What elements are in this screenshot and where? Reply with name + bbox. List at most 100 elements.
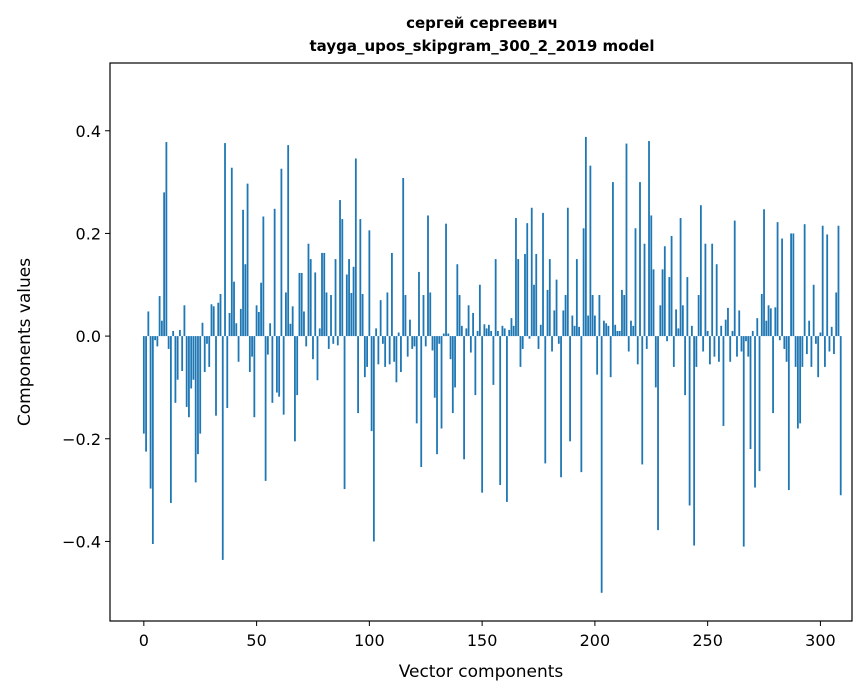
- bar: [377, 336, 380, 365]
- bar: [190, 336, 193, 389]
- bar: [422, 295, 425, 337]
- bar: [165, 142, 168, 337]
- bar: [215, 336, 217, 416]
- bar: [343, 336, 346, 490]
- bar: [562, 310, 565, 337]
- bar: [790, 233, 792, 337]
- bar: [724, 319, 727, 337]
- bar: [745, 336, 747, 342]
- bar: [266, 336, 269, 355]
- bar: [573, 325, 576, 337]
- x-tick-label: 150: [467, 631, 498, 650]
- bar: [736, 336, 738, 357]
- bar: [339, 200, 341, 337]
- bar: [596, 336, 599, 375]
- bar: [314, 272, 317, 337]
- bar: [264, 336, 267, 481]
- bar: [720, 325, 723, 337]
- bar: [584, 136, 587, 337]
- bar: [350, 292, 353, 337]
- bar: [821, 225, 824, 337]
- bar: [361, 294, 364, 337]
- bar: [740, 336, 743, 352]
- bar: [163, 192, 166, 337]
- bar: [537, 336, 540, 349]
- bar: [244, 264, 247, 337]
- bar: [630, 320, 632, 337]
- x-tick-label: 300: [805, 631, 836, 650]
- bar: [546, 289, 549, 337]
- bar: [366, 336, 368, 367]
- x-tick-label: 0: [139, 631, 149, 650]
- bar: [819, 332, 822, 337]
- bar: [418, 271, 420, 337]
- bar: [670, 236, 673, 337]
- bar: [605, 323, 608, 337]
- bar: [246, 183, 249, 337]
- bar: [296, 336, 299, 396]
- bar: [575, 259, 578, 337]
- bar: [156, 336, 159, 347]
- bar: [208, 336, 211, 367]
- bar: [282, 336, 285, 415]
- bar: [318, 328, 321, 337]
- bar: [251, 336, 253, 357]
- bar: [147, 311, 150, 337]
- bar: [512, 325, 515, 337]
- y-tick-label: 0.2: [76, 224, 101, 243]
- bar: [210, 304, 213, 337]
- bar: [508, 329, 511, 337]
- x-axis-ticks: 0 50 100 150 200 250 300: [139, 621, 836, 650]
- bar: [564, 295, 567, 337]
- bar: [440, 336, 443, 429]
- bar: [384, 336, 387, 367]
- bar: [528, 336, 531, 339]
- bar: [704, 243, 707, 337]
- bar: [688, 336, 691, 506]
- bar: [327, 336, 330, 349]
- bar: [835, 292, 838, 337]
- bar: [603, 320, 605, 337]
- bar: [566, 207, 569, 337]
- bar: [404, 295, 407, 337]
- bar: [810, 336, 813, 367]
- bar: [239, 308, 242, 337]
- bar: [517, 259, 520, 337]
- bar: [684, 336, 686, 396]
- bar: [535, 253, 538, 337]
- bar: [465, 328, 468, 337]
- x-tick-label: 50: [246, 631, 266, 650]
- bar: [334, 259, 337, 337]
- bar: [718, 336, 720, 362]
- bar: [711, 243, 714, 337]
- bar: [481, 336, 484, 493]
- bar: [275, 336, 278, 393]
- bar: [666, 336, 668, 342]
- bar: [796, 336, 799, 429]
- bar: [639, 182, 641, 337]
- bar: [589, 165, 592, 337]
- bar: [160, 320, 163, 337]
- bar: [363, 336, 366, 378]
- bar: [300, 272, 303, 337]
- bar: [460, 325, 463, 337]
- x-tick-label: 100: [354, 631, 385, 650]
- y-tick-label: 0.4: [76, 122, 101, 141]
- bar: [154, 336, 156, 341]
- bar: [772, 336, 774, 414]
- bar: [805, 336, 808, 355]
- bar: [451, 336, 454, 414]
- bar: [787, 336, 790, 491]
- bar: [645, 336, 648, 349]
- bar: [248, 336, 251, 373]
- bar: [830, 326, 833, 337]
- bar: [661, 269, 664, 337]
- bar: [357, 336, 359, 414]
- bar: [693, 336, 696, 546]
- bar: [179, 329, 181, 337]
- bar: [828, 336, 831, 352]
- bar: [751, 330, 754, 337]
- bar: [801, 336, 804, 367]
- bar: [242, 209, 244, 337]
- bar: [309, 259, 312, 337]
